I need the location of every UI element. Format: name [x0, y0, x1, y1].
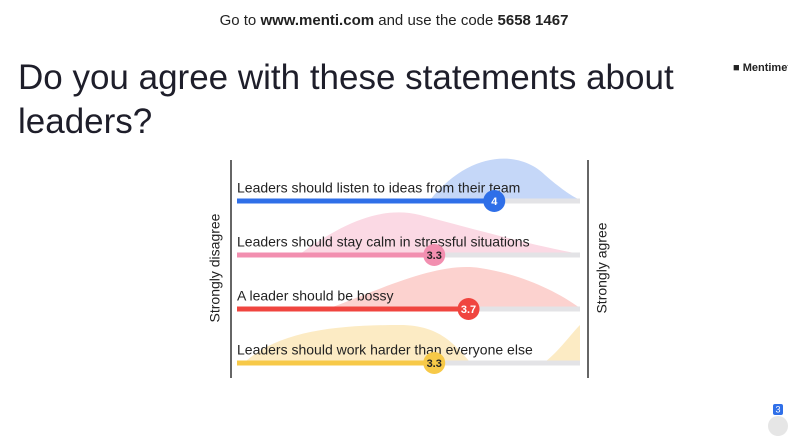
distribution [330, 267, 580, 308]
bar [237, 306, 469, 312]
value-label: 4 [491, 196, 498, 208]
brand: ■ Mentimeter [733, 62, 788, 74]
max-label: Strongly agree [594, 222, 610, 313]
bar [237, 360, 435, 366]
value-label: 3.7 [461, 304, 476, 316]
join-instructions: Go to www.menti.com and use the code 565… [0, 12, 788, 29]
bar [237, 198, 495, 204]
value-dot [483, 190, 506, 212]
value-dot [423, 352, 446, 374]
distribution [300, 212, 580, 254]
question-title: Do you agree with these statements about… [18, 58, 674, 141]
statement: Leaders should work harder than everyone… [237, 342, 533, 358]
value-dot [423, 244, 446, 266]
bar [237, 252, 435, 258]
statement: Leaders should listen to ideas from thei… [237, 180, 520, 196]
min-label: Strongly disagree [207, 213, 223, 322]
brand-name: Mentimeter [742, 62, 788, 74]
url[interactable]: www.menti.com [260, 12, 375, 29]
statement: Leaders should stay calm in stressful si… [237, 234, 530, 250]
participant-icon[interactable] [768, 416, 788, 436]
text: and use the code [378, 12, 494, 29]
distribution [430, 158, 580, 200]
distribution [245, 325, 580, 362]
statement: A leader should be bossy [237, 288, 393, 304]
code: 5658 1467 [497, 12, 569, 29]
badge [773, 404, 783, 415]
text: Go to [219, 12, 257, 29]
value-label: 3.3 [427, 250, 442, 262]
participant-count: 3 [775, 404, 780, 414]
value-dot [457, 298, 480, 320]
value-label: 3.3 [427, 358, 442, 370]
